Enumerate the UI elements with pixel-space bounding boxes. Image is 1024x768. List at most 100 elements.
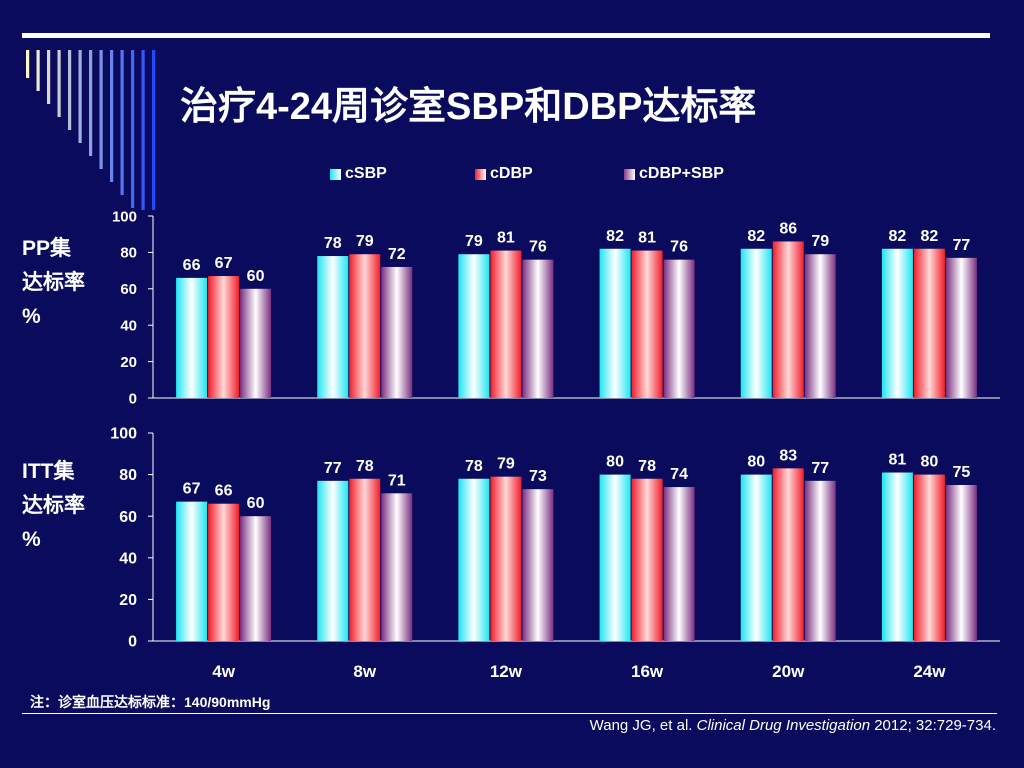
pp-data-label-cdbp-sbp-24w: 77 [953, 237, 971, 254]
pp-bar-cdbp-20w [772, 241, 804, 398]
itt-data-label-csbp-12w: 78 [465, 458, 483, 475]
itt-data-label-csbp-16w: 80 [606, 454, 624, 471]
pp-bar-cdbp-12w [490, 250, 522, 398]
itt-data-label-csbp-8w: 77 [324, 460, 342, 477]
legend-swatch-csbp [330, 168, 341, 180]
pp-bar-cdbp-16w [631, 250, 663, 398]
x-tick-label-20w: 20w [772, 662, 805, 681]
pp-data-label-cdbp-sbp-8w: 72 [388, 246, 406, 263]
itt-bar-cdbp-8w [349, 478, 381, 641]
x-tick-label-8w: 8w [353, 662, 376, 681]
itt-bar-cdbp-16w [631, 478, 663, 641]
itt-bar-cdbp-sbp-20w [804, 480, 836, 641]
pp-data-label-csbp-8w: 78 [324, 235, 342, 252]
citation: Wang JG, et al. Clinical Drug Investigat… [590, 717, 996, 734]
itt-y-tick-label: 80 [119, 467, 137, 484]
pp-bar-cdbp-4w [208, 276, 240, 398]
itt-data-label-cdbp-sbp-8w: 71 [388, 472, 406, 489]
pp-bar-cdbp-sbp-16w [663, 259, 695, 398]
stripe [68, 50, 72, 130]
pp-panel-label-line2: 达标率 [22, 271, 85, 294]
pp-data-label-csbp-20w: 82 [747, 228, 765, 245]
pp-data-label-cdbp-24w: 82 [921, 228, 939, 245]
itt-panel-label-name: ITT集 [22, 460, 75, 483]
legend-item-csbp: cSBP [330, 165, 387, 183]
citation-details: 2012; 32:729-734. [870, 717, 996, 734]
slide-title: 治疗4-24周诊室SBP和DBP达标率 [180, 86, 757, 128]
x-tick-label-16w: 16w [631, 662, 664, 681]
x-tick-label-12w: 12w [490, 662, 523, 681]
itt-bar-cdbp-20w [772, 468, 804, 641]
pp-y-tick-label: 20 [120, 354, 137, 371]
itt-data-label-cdbp-sbp-24w: 75 [953, 464, 971, 481]
pp-panel-label-name: PP集 [22, 237, 72, 260]
itt-data-label-csbp-4w: 67 [183, 481, 201, 498]
itt-bar-cdbp-12w [490, 476, 522, 641]
pp-bar-cdbp-sbp-12w [522, 259, 554, 398]
pp-data-label-csbp-24w: 82 [889, 228, 907, 245]
itt-data-label-cdbp-sbp-4w: 60 [247, 495, 265, 512]
itt-bar-csbp-16w [599, 474, 631, 641]
pp-data-label-cdbp-sbp-4w: 60 [247, 268, 265, 285]
legend-label-csbp: cSBP [345, 165, 387, 182]
itt-panel-label-line3: % [22, 528, 41, 551]
pp-bar-csbp-20w [740, 248, 772, 398]
stripe [99, 50, 103, 169]
pp-y-tick-label: 0 [129, 390, 137, 407]
itt-y-tick-label: 100 [110, 426, 137, 443]
itt-data-label-cdbp-8w: 78 [356, 458, 374, 475]
pp-data-label-cdbp-4w: 67 [215, 255, 233, 272]
stripe [152, 50, 156, 210]
stripe [120, 50, 124, 195]
x-tick-label-4w: 4w [212, 662, 235, 681]
header-rule [22, 33, 990, 38]
citation-journal: Clinical Drug Investigation [696, 717, 871, 734]
pp-bar-csbp-4w [176, 277, 208, 398]
itt-y-tick-label: 40 [119, 550, 137, 567]
stripe [36, 50, 40, 91]
itt-bar-cdbp-24w [913, 474, 945, 641]
stripe [131, 50, 135, 208]
legend-label-cdbp-sbp: cDBP+SBP [639, 165, 724, 182]
stripe [57, 50, 61, 117]
pp-data-label-cdbp-12w: 81 [497, 230, 515, 247]
itt-bar-cdbp-sbp-16w [663, 487, 695, 641]
stripe [110, 50, 114, 182]
itt-data-label-cdbp-4w: 66 [215, 483, 233, 500]
stripe [141, 50, 145, 210]
itt-y-tick-label: 20 [119, 592, 137, 609]
pp-bar-csbp-12w [458, 254, 490, 398]
legend-item-cdbp: cDBP [475, 165, 533, 183]
pp-bar-cdbp-sbp-20w [804, 254, 836, 398]
pp-y-tick-label: 80 [120, 245, 137, 262]
x-tick-label-24w: 24w [913, 662, 946, 681]
legend-label-cdbp: cDBP [490, 165, 533, 182]
itt-bar-csbp-20w [740, 474, 772, 641]
itt-data-label-csbp-20w: 80 [747, 454, 765, 471]
itt-bar-cdbp-4w [208, 503, 240, 641]
itt-bar-csbp-8w [317, 480, 349, 641]
pp-bar-cdbp-sbp-4w [240, 288, 272, 398]
pp-bar-cdbp-8w [349, 254, 381, 398]
itt-bar-csbp-12w [458, 478, 490, 641]
itt-data-label-cdbp-sbp-12w: 73 [529, 468, 547, 485]
pp-y-tick-label: 40 [120, 317, 137, 334]
pp-data-label-cdbp-20w: 86 [779, 220, 797, 237]
itt-bar-cdbp-sbp-24w [945, 485, 977, 641]
pp-bar-csbp-24w [881, 248, 913, 398]
stripe [89, 50, 93, 156]
itt-data-label-csbp-24w: 81 [889, 452, 907, 469]
stripe [78, 50, 82, 143]
itt-data-label-cdbp-20w: 83 [779, 447, 797, 464]
pp-bar-cdbp-24w [913, 248, 945, 398]
itt-bar-cdbp-sbp-12w [522, 489, 554, 641]
itt-panel-label: ITT集 达标率 % [22, 455, 85, 557]
pp-bar-csbp-8w [317, 256, 349, 398]
itt-data-label-cdbp-24w: 80 [921, 454, 939, 471]
pp-bar-cdbp-sbp-8w [381, 266, 413, 398]
itt-data-label-cdbp-sbp-16w: 74 [670, 466, 688, 483]
pp-y-tick-label: 60 [120, 281, 137, 298]
itt-y-tick-label: 0 [128, 634, 137, 651]
pp-data-label-cdbp-16w: 81 [638, 230, 656, 247]
pp-data-label-cdbp-sbp-20w: 79 [811, 233, 829, 250]
